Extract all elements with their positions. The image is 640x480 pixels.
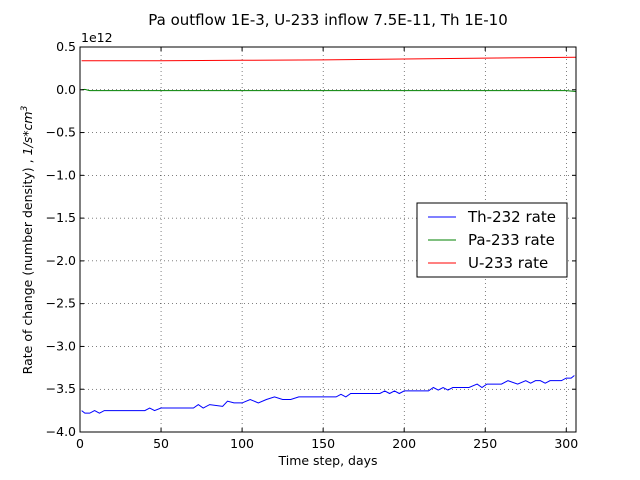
x-tick-label: 0: [76, 436, 84, 451]
x-tick-label: 250: [473, 436, 497, 451]
y-tick-label: −3.5: [46, 381, 76, 396]
y-tick-label: −4.0: [46, 424, 76, 439]
x-axis-label: Time step, days: [277, 453, 377, 468]
y-tick-label: 0.5: [56, 39, 76, 54]
y-tick-label: −1.5: [46, 210, 76, 225]
x-tick-label: 200: [392, 436, 416, 451]
series-line-pa233: [81, 88, 576, 92]
grid: [80, 47, 576, 432]
series-line-u233: [81, 56, 576, 62]
y-axis-label-text: Rate of change (number density) ,: [20, 155, 35, 374]
x-tick-label: 150: [311, 436, 335, 451]
x-tick-label: 50: [153, 436, 169, 451]
y-tick-label: −0.5: [46, 125, 76, 140]
y-tick-label: −2.0: [46, 253, 76, 268]
y-axis-label-units: 1/s*cm: [20, 111, 35, 155]
y-axis-label: Rate of change (number density) , 1/s*cm…: [20, 105, 35, 374]
legend-label-th232: Th-232 rate: [467, 208, 556, 226]
y-tick-label: −1.0: [46, 167, 76, 182]
legend-label-u233: U-233 rate: [468, 254, 548, 272]
legend-label-pa233: Pa-233 rate: [468, 231, 555, 249]
series-line-th232: [81, 375, 575, 414]
y-tick-label: −3.0: [46, 338, 76, 353]
y-axis-label-units-exp: 3: [20, 105, 30, 111]
axis-ticks: 0 50 100 150 200 250 300 0.5 0.0 −0.5 −1.0 −1.5 −2.0…: [46, 39, 579, 451]
y-tick-label: 0.0: [56, 82, 76, 97]
x-tick-label: 300: [554, 436, 578, 451]
chart-title: Pa outflow 1E-3, U-233 inflow 7.5E-11, T…: [148, 11, 508, 29]
y-tick-label: −2.5: [46, 296, 76, 311]
plot-area-frame: [79, 46, 577, 433]
x-tick-label: 100: [230, 436, 254, 451]
legend: Th-232 rate Pa-233 rate U-233 rate: [416, 202, 568, 278]
series-lines: [81, 56, 576, 414]
y-offset-label: 1e12: [81, 30, 113, 45]
